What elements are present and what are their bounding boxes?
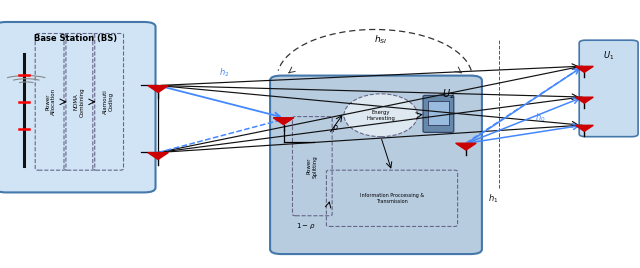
Text: Alamouti
Coding: Alamouti Coding	[103, 90, 113, 114]
Ellipse shape	[344, 94, 417, 137]
Text: $\rho$: $\rho$	[332, 123, 339, 134]
Polygon shape	[456, 143, 476, 150]
FancyBboxPatch shape	[270, 76, 482, 254]
Text: NOMA
Combining: NOMA Combining	[74, 87, 84, 117]
Text: Power
Allocation: Power Allocation	[45, 88, 56, 116]
FancyBboxPatch shape	[0, 22, 156, 192]
Text: Base Station (BS): Base Station (BS)	[34, 34, 116, 43]
Polygon shape	[575, 66, 593, 72]
Text: Energy
Harvesting: Energy Harvesting	[366, 110, 396, 121]
Text: $1-\rho$: $1-\rho$	[296, 221, 316, 232]
Polygon shape	[575, 125, 593, 131]
FancyBboxPatch shape	[428, 101, 449, 125]
FancyBboxPatch shape	[579, 40, 638, 137]
Polygon shape	[148, 152, 168, 159]
Text: $h_{SI}$: $h_{SI}$	[374, 33, 388, 46]
Text: Information Proccessing &
Transmission: Information Proccessing & Transmission	[360, 193, 424, 204]
Text: U$_2$: U$_2$	[442, 87, 454, 101]
Text: U$_1$: U$_1$	[603, 50, 614, 62]
Polygon shape	[148, 85, 168, 92]
Text: $h_0$: $h_0$	[536, 112, 546, 124]
FancyBboxPatch shape	[423, 95, 454, 132]
Text: Power
Splitting: Power Splitting	[307, 155, 317, 177]
Text: $h_2$: $h_2$	[219, 66, 229, 79]
Polygon shape	[575, 97, 593, 103]
Polygon shape	[273, 118, 294, 125]
Text: $h_1$: $h_1$	[488, 192, 498, 204]
